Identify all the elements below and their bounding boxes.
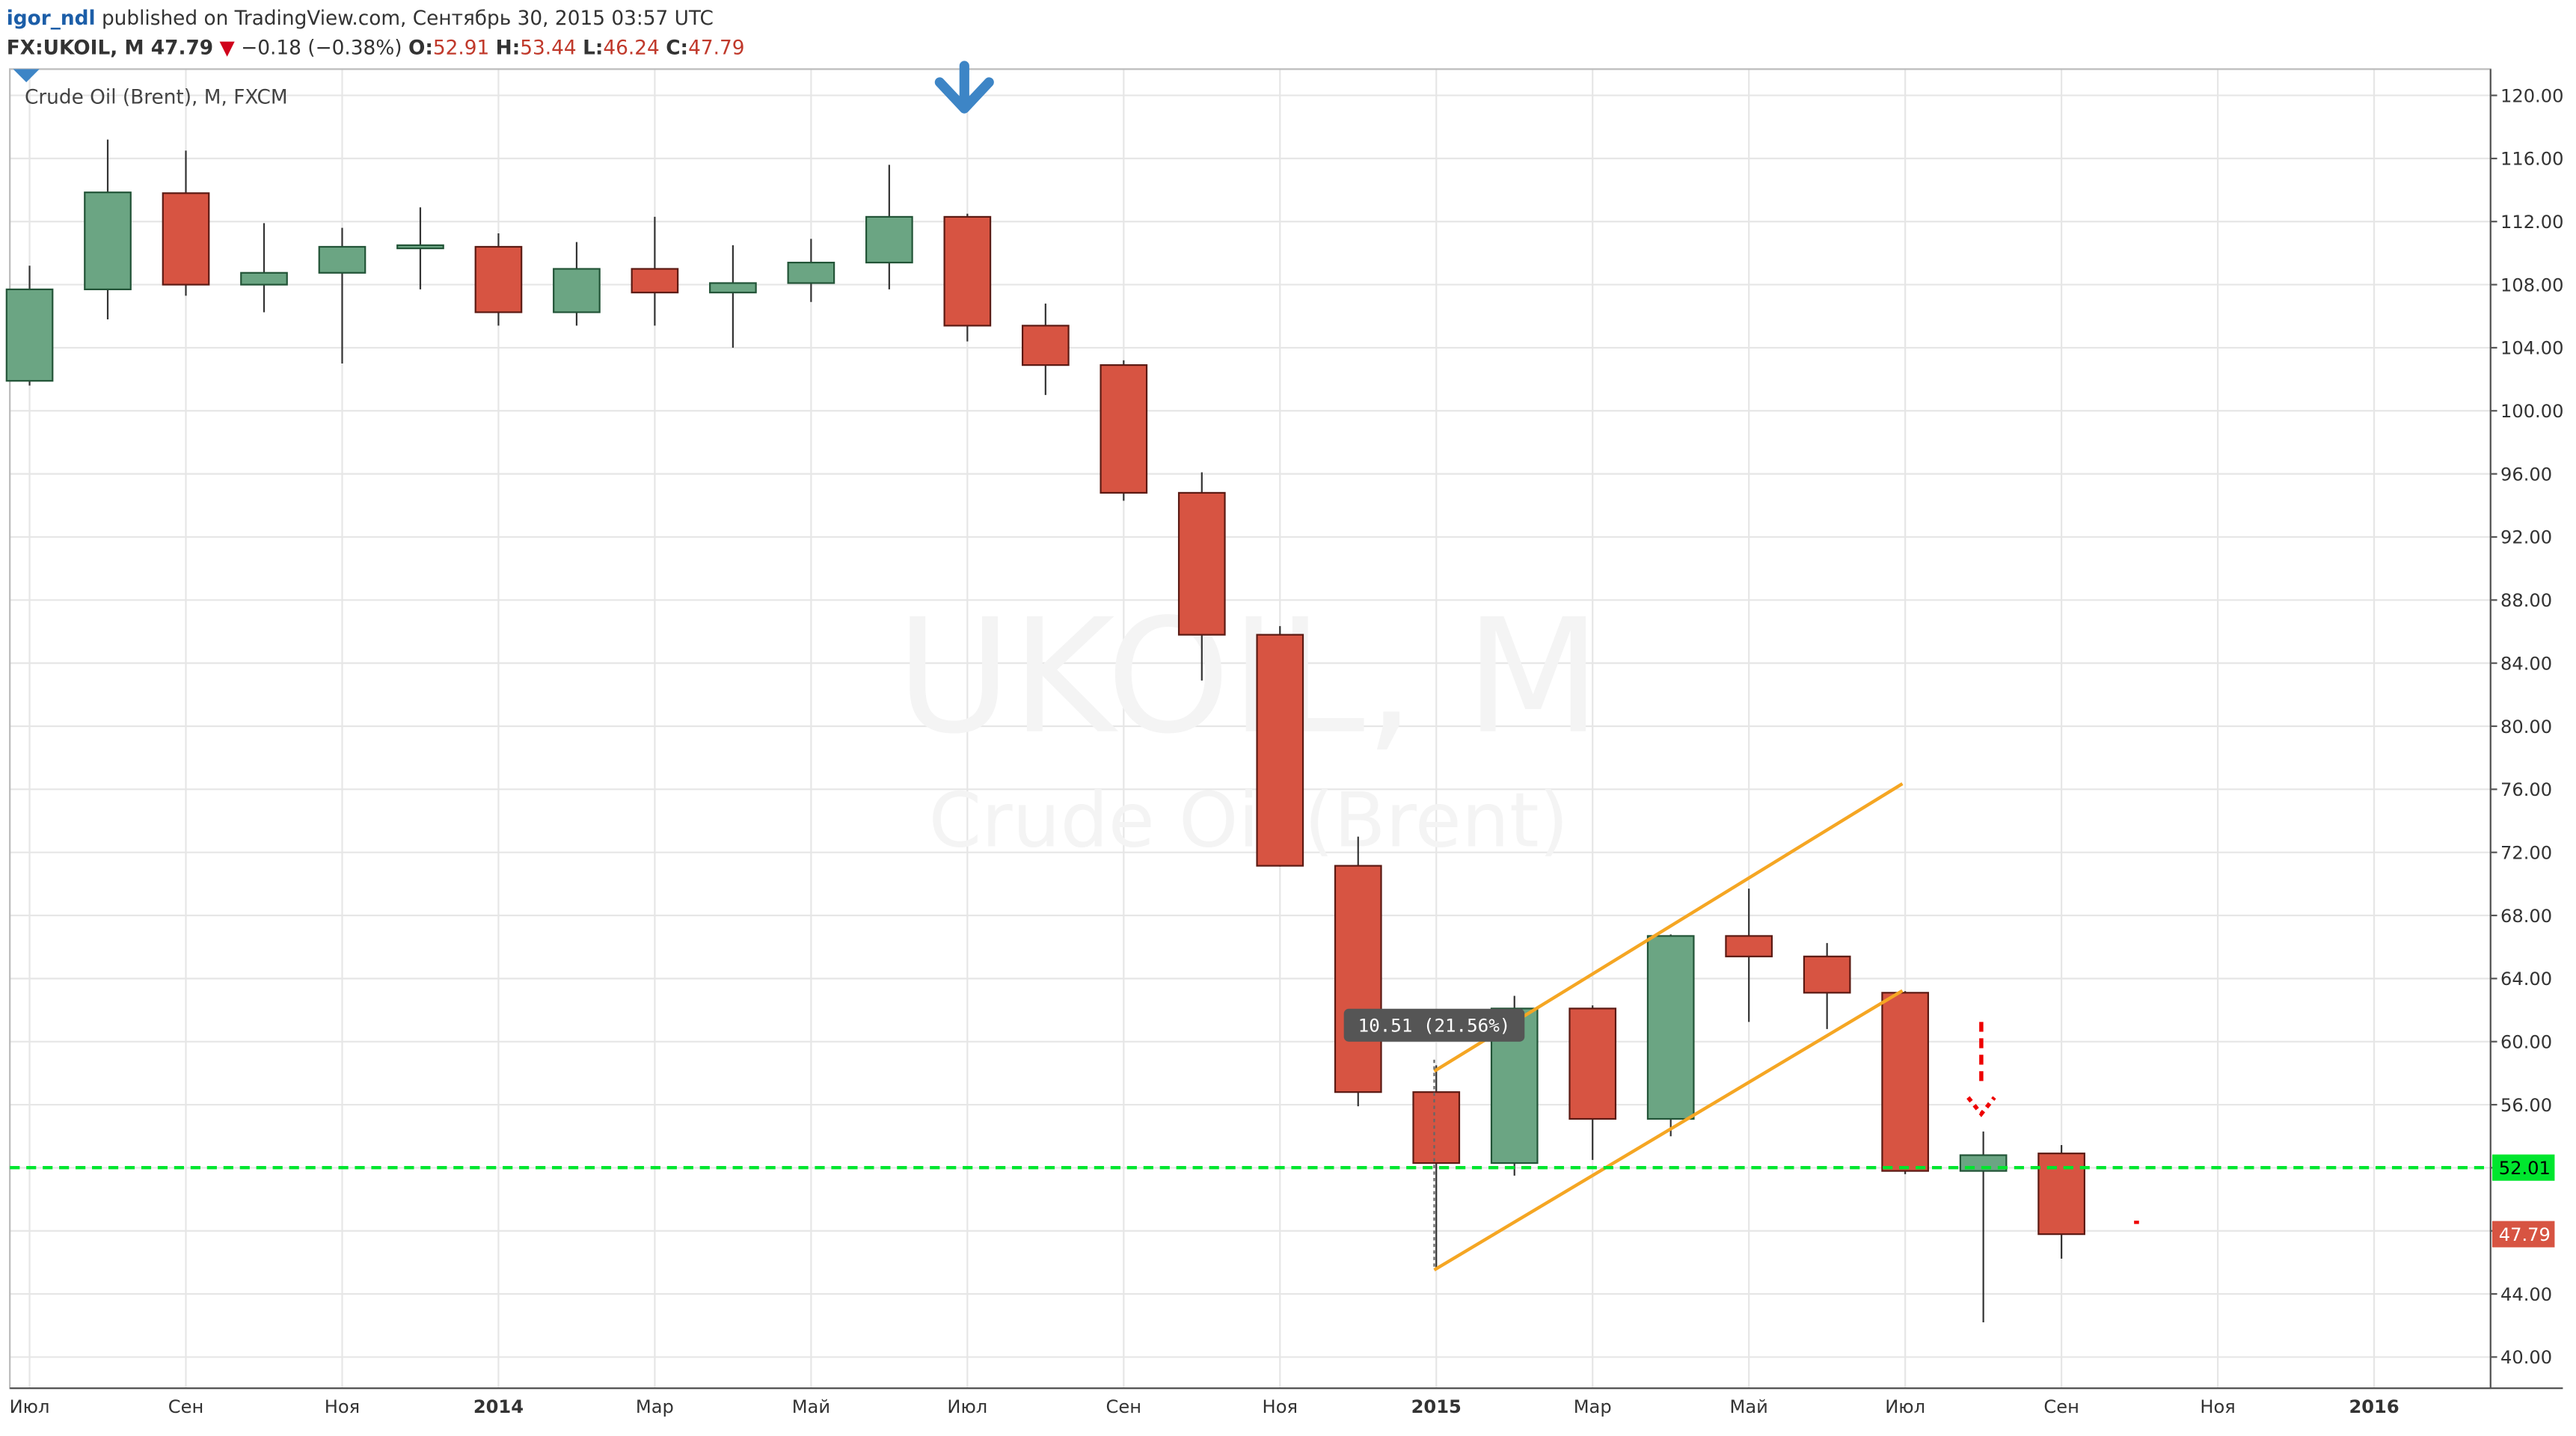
candle-body [1646,935,1695,1120]
symbol: FX:UKOIL, M 47.79 [7,37,213,60]
candle-body [240,271,288,286]
header-line-1: igor_ndl published on TradingView.com, С… [7,7,714,30]
price-label: 47.79 [2499,1224,2551,1245]
marker [13,69,40,82]
red-dot [2134,1221,2139,1224]
y-tick-label: 120.00 [2500,85,2564,106]
header-line-2: FX:UKOIL, M 47.79 ▼ −0.18 (−0.38%) O:52.… [7,37,745,60]
y-tick-label: 88.00 [2500,590,2552,611]
y-tick-label: 104.00 [2500,338,2564,359]
candle-body [943,215,992,327]
y-tick-label: 96.00 [2500,464,2552,485]
change-arrow: ▼ [220,37,236,60]
ohlc-key: H: [496,37,521,60]
drawings: 10.51 (21.56%) [13,61,2139,1271]
candle-body [1021,325,1070,366]
level-label-box [2491,1154,2555,1181]
candle-body [1412,1091,1461,1165]
watermark: UKOIL, M [896,585,1601,769]
x-tick-label: Сен [168,1396,204,1417]
y-tick-label: 68.00 [2500,906,2552,927]
red-arrow-head [1966,1096,1996,1117]
candle-body [5,288,54,382]
candle-body [709,282,757,294]
ohlc-key: O: [408,37,433,60]
x-tick-label: Май [792,1396,830,1417]
y-tick-label: 40.00 [2500,1347,2552,1368]
candle-body [162,192,210,286]
y-tick-label: 60.00 [2500,1031,2552,1052]
candle-body [865,215,913,264]
y-tick-label: 76.00 [2500,779,2552,800]
candle-body [1177,491,1226,636]
candle-body [474,245,523,313]
legend: Crude Oil (Brent), M, FXCM [25,87,288,109]
candle-body [1100,364,1148,494]
y-tick-label: 108.00 [2500,274,2564,295]
ohlc-value: 46.24 [603,37,659,60]
y-tick-label: 44.00 [2500,1284,2552,1305]
y-tick-label: 100.00 [2500,401,2564,422]
candle-body [1568,1007,1617,1120]
y-tick-label: 112.00 [2500,212,2564,233]
y-tick-label: 64.00 [2500,969,2552,989]
author[interactable]: igor_ndl [7,7,96,30]
ohlc-key: C: [666,37,688,60]
x-tick-label: 2014 [473,1396,524,1417]
change: −0.18 (−0.38%) [241,37,402,60]
candle-body [1803,955,1851,994]
price-label-box [2491,1221,2555,1248]
candle-body [318,245,367,274]
y-tick-label: 116.00 [2500,149,2564,170]
y-tick-label: 80.00 [2500,717,2552,737]
x-tick-label: Ноя [325,1396,360,1417]
x-tick-label: Мар [636,1396,674,1417]
y-tick-label: 84.00 [2500,653,2552,674]
candle-body [1334,865,1382,1093]
measure-label: 10.51 (21.56%) [1358,1016,1511,1037]
candle-body [553,268,601,313]
x-tick-label: Сен [1106,1396,1142,1417]
candle-body [787,261,835,284]
ohlc-value: 52.91 [433,37,489,60]
candle-body [396,244,444,250]
candle-body [84,191,132,291]
x-tick-label: Июл [1885,1396,1925,1417]
x-tick-label: Ноя [1263,1396,1298,1417]
ohlc-value: 47.79 [688,37,744,60]
x-tick-label: 2015 [1411,1396,1462,1417]
candle-body [631,268,679,294]
measure-box [1343,1008,1525,1042]
down-arrow [934,61,994,114]
ohlc-key: L: [583,37,603,60]
y-tick-label: 92.00 [2500,527,2552,548]
watermark-subtitle: Crude Oil (Brent) [929,776,1568,864]
x-tick-label: Мар [1574,1396,1612,1417]
candle-body [2037,1153,2085,1236]
level-label: 52.01 [2499,1158,2551,1179]
candle-body [1725,935,1773,957]
x-tick-label: Июл [947,1396,987,1417]
x-tick-label: Июл [10,1396,50,1417]
candle-body [1256,633,1304,867]
channel-line [1433,989,1904,1271]
y-tick-label: 56.00 [2500,1095,2552,1116]
published: published on TradingView.com, Сентябрь 3… [102,7,714,30]
candles [5,139,2085,1323]
x-tick-label: Сен [2043,1396,2079,1417]
ohlc-value: 53.44 [520,37,576,60]
x-tick-label: Ноя [2200,1396,2235,1417]
x-tick-label: 2016 [2349,1396,2399,1417]
x-tick-label: Май [1730,1396,1768,1417]
candle-body [1881,992,1930,1172]
y-tick-label: 72.00 [2500,842,2552,863]
